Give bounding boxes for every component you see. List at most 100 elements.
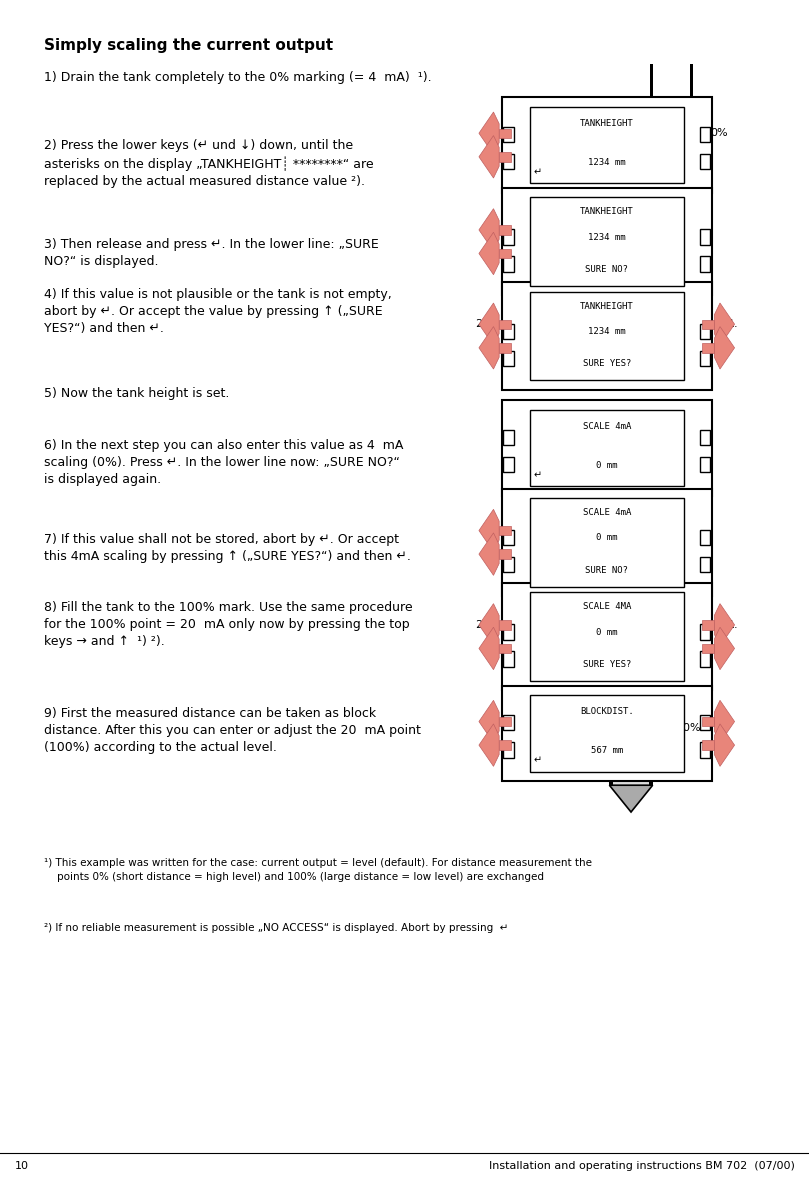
Text: TANKHEIGHT: TANKHEIGHT xyxy=(580,302,633,311)
Polygon shape xyxy=(499,320,511,329)
Text: 2) Press the lower keys (↵ und ↓) down, until the
asterisks on the display „TANK: 2) Press the lower keys (↵ und ↓) down, … xyxy=(44,139,374,189)
Text: 2.: 2. xyxy=(475,620,485,630)
Polygon shape xyxy=(479,533,499,575)
Polygon shape xyxy=(479,209,499,251)
Text: SCALE 4mA: SCALE 4mA xyxy=(582,508,631,516)
Text: 0 mm: 0 mm xyxy=(596,627,617,637)
Polygon shape xyxy=(702,620,714,630)
FancyBboxPatch shape xyxy=(503,229,514,244)
FancyBboxPatch shape xyxy=(530,592,684,680)
Polygon shape xyxy=(499,152,511,162)
Text: 2.: 2. xyxy=(475,320,485,329)
FancyBboxPatch shape xyxy=(700,714,710,730)
Text: 10: 10 xyxy=(15,1161,28,1171)
FancyBboxPatch shape xyxy=(530,197,684,285)
Polygon shape xyxy=(702,717,714,726)
FancyBboxPatch shape xyxy=(700,625,710,639)
Polygon shape xyxy=(479,509,499,552)
FancyBboxPatch shape xyxy=(530,106,684,183)
FancyBboxPatch shape xyxy=(502,685,712,780)
FancyBboxPatch shape xyxy=(700,126,710,141)
Text: ↵: ↵ xyxy=(534,470,542,481)
FancyBboxPatch shape xyxy=(503,351,514,365)
Polygon shape xyxy=(499,249,511,258)
Text: SCALE 4mA: SCALE 4mA xyxy=(582,422,631,430)
Text: 9) First the measured distance can be taken as block
distance. After this you ca: 9) First the measured distance can be ta… xyxy=(44,707,421,755)
Polygon shape xyxy=(499,644,511,653)
FancyBboxPatch shape xyxy=(503,714,514,730)
Text: 8) Fill the tank to the 100% mark. Use the same procedure
for the 100% point = 2: 8) Fill the tank to the 100% mark. Use t… xyxy=(44,601,413,648)
Polygon shape xyxy=(702,320,714,329)
Polygon shape xyxy=(479,303,499,345)
Polygon shape xyxy=(479,604,499,646)
Polygon shape xyxy=(702,343,714,353)
FancyBboxPatch shape xyxy=(700,323,710,340)
Polygon shape xyxy=(479,700,499,743)
Text: 5) Now the tank height is set.: 5) Now the tank height is set. xyxy=(44,387,230,400)
FancyBboxPatch shape xyxy=(700,256,710,271)
Polygon shape xyxy=(702,740,714,750)
Polygon shape xyxy=(479,112,499,154)
Polygon shape xyxy=(609,785,653,812)
Text: ¹) This example was written for the case: current output = level (default). For : ¹) This example was written for the case… xyxy=(44,858,592,882)
Polygon shape xyxy=(479,327,499,369)
FancyBboxPatch shape xyxy=(700,651,710,666)
Text: Simply scaling the current output: Simply scaling the current output xyxy=(44,38,333,53)
Polygon shape xyxy=(714,700,735,743)
Text: 6) In the next step you can also enter this value as 4  mA
scaling (0%). Press ↵: 6) In the next step you can also enter t… xyxy=(44,439,404,486)
FancyBboxPatch shape xyxy=(502,187,712,295)
FancyBboxPatch shape xyxy=(502,97,712,192)
Polygon shape xyxy=(499,620,511,630)
Polygon shape xyxy=(499,129,511,138)
Polygon shape xyxy=(714,327,735,369)
FancyBboxPatch shape xyxy=(700,429,710,444)
Text: 4) If this value is not plausible or the tank is not empty,
abort by ↵. Or accep: 4) If this value is not plausible or the… xyxy=(44,288,392,335)
Text: 1.: 1. xyxy=(728,320,739,329)
Text: 1234 mm: 1234 mm xyxy=(588,232,625,242)
Text: 7) If this value shall not be stored, abort by ↵. Or accept
this 4mA scaling by : 7) If this value shall not be stored, ab… xyxy=(44,533,411,562)
FancyBboxPatch shape xyxy=(503,529,514,545)
Text: 567 mm: 567 mm xyxy=(591,746,623,755)
Polygon shape xyxy=(714,724,735,766)
Text: ²) If no reliable measurement is possible „NO ACCESS“ is displayed. Abort by pre: ²) If no reliable measurement is possibl… xyxy=(44,923,509,933)
Text: 0 mm: 0 mm xyxy=(596,533,617,542)
Text: TANKHEIGHT: TANKHEIGHT xyxy=(580,119,633,129)
Polygon shape xyxy=(479,136,499,178)
FancyBboxPatch shape xyxy=(503,556,514,572)
Text: SURE YES?: SURE YES? xyxy=(582,360,631,368)
Text: TANKHEIGHT: TANKHEIGHT xyxy=(580,208,633,217)
Text: 0%: 0% xyxy=(710,127,728,138)
Text: 1) Drain the tank completely to the 0% marking (= 4  mA)  ¹).: 1) Drain the tank completely to the 0% m… xyxy=(44,71,432,84)
Polygon shape xyxy=(499,225,511,235)
Text: 3) Then release and press ↵. In the lower line: „SURE
NO?“ is displayed.: 3) Then release and press ↵. In the lowe… xyxy=(44,238,379,268)
FancyBboxPatch shape xyxy=(502,582,712,690)
Text: ↵: ↵ xyxy=(534,756,542,766)
FancyBboxPatch shape xyxy=(503,429,514,444)
FancyBboxPatch shape xyxy=(700,229,710,244)
FancyBboxPatch shape xyxy=(503,743,514,757)
Polygon shape xyxy=(479,724,499,766)
Polygon shape xyxy=(714,604,735,646)
Polygon shape xyxy=(714,627,735,670)
FancyBboxPatch shape xyxy=(700,743,710,757)
FancyBboxPatch shape xyxy=(530,694,684,771)
Polygon shape xyxy=(499,740,511,750)
FancyBboxPatch shape xyxy=(503,625,514,639)
FancyBboxPatch shape xyxy=(530,409,684,486)
Text: 0 mm: 0 mm xyxy=(596,461,617,469)
FancyBboxPatch shape xyxy=(700,351,710,365)
Text: ↵: ↵ xyxy=(534,167,542,177)
FancyBboxPatch shape xyxy=(530,292,684,380)
FancyBboxPatch shape xyxy=(502,488,712,595)
Bar xyxy=(690,64,693,125)
Text: 1.: 1. xyxy=(728,620,739,630)
FancyBboxPatch shape xyxy=(700,154,710,169)
Text: BLOCKDIST.: BLOCKDIST. xyxy=(580,707,633,716)
Text: SCALE 4MA: SCALE 4MA xyxy=(582,602,631,611)
FancyBboxPatch shape xyxy=(700,456,710,472)
Polygon shape xyxy=(714,303,735,345)
FancyBboxPatch shape xyxy=(530,498,684,586)
Text: 1234 mm: 1234 mm xyxy=(588,327,625,336)
Polygon shape xyxy=(499,343,511,353)
Text: SURE YES?: SURE YES? xyxy=(582,660,631,668)
